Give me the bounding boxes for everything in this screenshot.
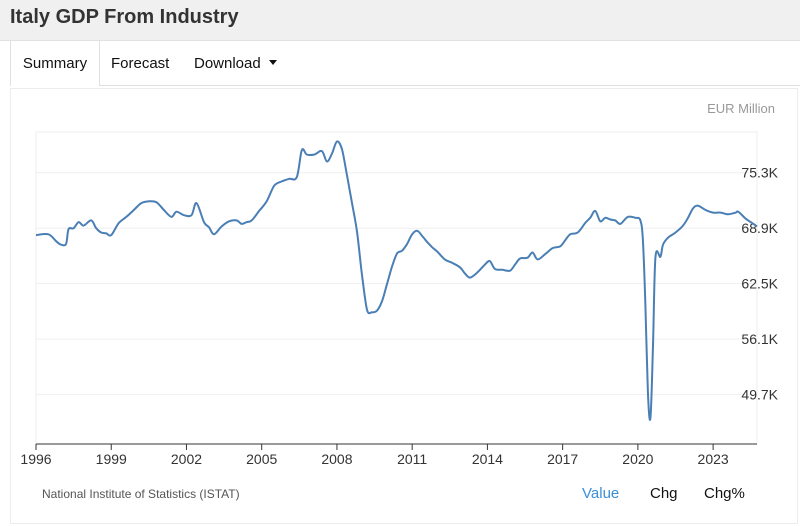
x-tick-label: 1996 — [20, 451, 51, 467]
y-tick-label: 75.3K — [741, 165, 778, 181]
toggle-chg-percent[interactable]: Chg% — [704, 485, 745, 502]
y-tick-label: 62.5K — [741, 276, 778, 292]
page-title: Italy GDP From Industry — [10, 6, 239, 28]
y-tick-label: 56.1K — [741, 331, 778, 347]
x-tick-label: 1999 — [96, 451, 127, 467]
chart-panel — [10, 88, 798, 524]
tab-download-label: Download — [194, 55, 261, 72]
x-tick-label: 2014 — [472, 451, 503, 467]
y-tick-label: 49.7K — [741, 387, 778, 403]
unit-label: EUR Million — [707, 101, 775, 116]
toggle-value[interactable]: Value — [582, 485, 620, 502]
x-axis: 1996 1999 2002 2005 2008 2011 2014 2017 2020 2023 — [20, 444, 729, 467]
toggle-chg[interactable]: Chg — [650, 485, 678, 502]
series-line — [35, 140, 758, 421]
tab-summary[interactable]: Summary — [10, 41, 100, 86]
x-tick-label: 2023 — [698, 451, 729, 467]
caret-down-icon — [268, 60, 277, 66]
source-label: National Institute of Statistics (ISTAT) — [42, 487, 240, 501]
tab-download[interactable]: Download — [194, 41, 277, 86]
x-tick-label: 2005 — [246, 451, 277, 467]
x-tick-label: 2002 — [171, 451, 202, 467]
y-tick-label: 68.9K — [741, 220, 778, 236]
header-bar: Italy GDP From Industry — [0, 0, 800, 41]
gridlines — [36, 172, 757, 396]
tab-bar: Summary Forecast Download — [10, 41, 800, 86]
x-tick-label: 2017 — [547, 451, 578, 467]
x-tick-label: 2020 — [622, 451, 653, 467]
y-axis: 75.3K 68.9K 62.5K 56.1K 49.7K — [741, 165, 778, 403]
x-tick-label: 2011 — [397, 451, 427, 467]
tab-forecast[interactable]: Forecast — [111, 55, 170, 72]
x-tick-label: 2008 — [321, 451, 352, 467]
tab-divider — [100, 85, 800, 86]
